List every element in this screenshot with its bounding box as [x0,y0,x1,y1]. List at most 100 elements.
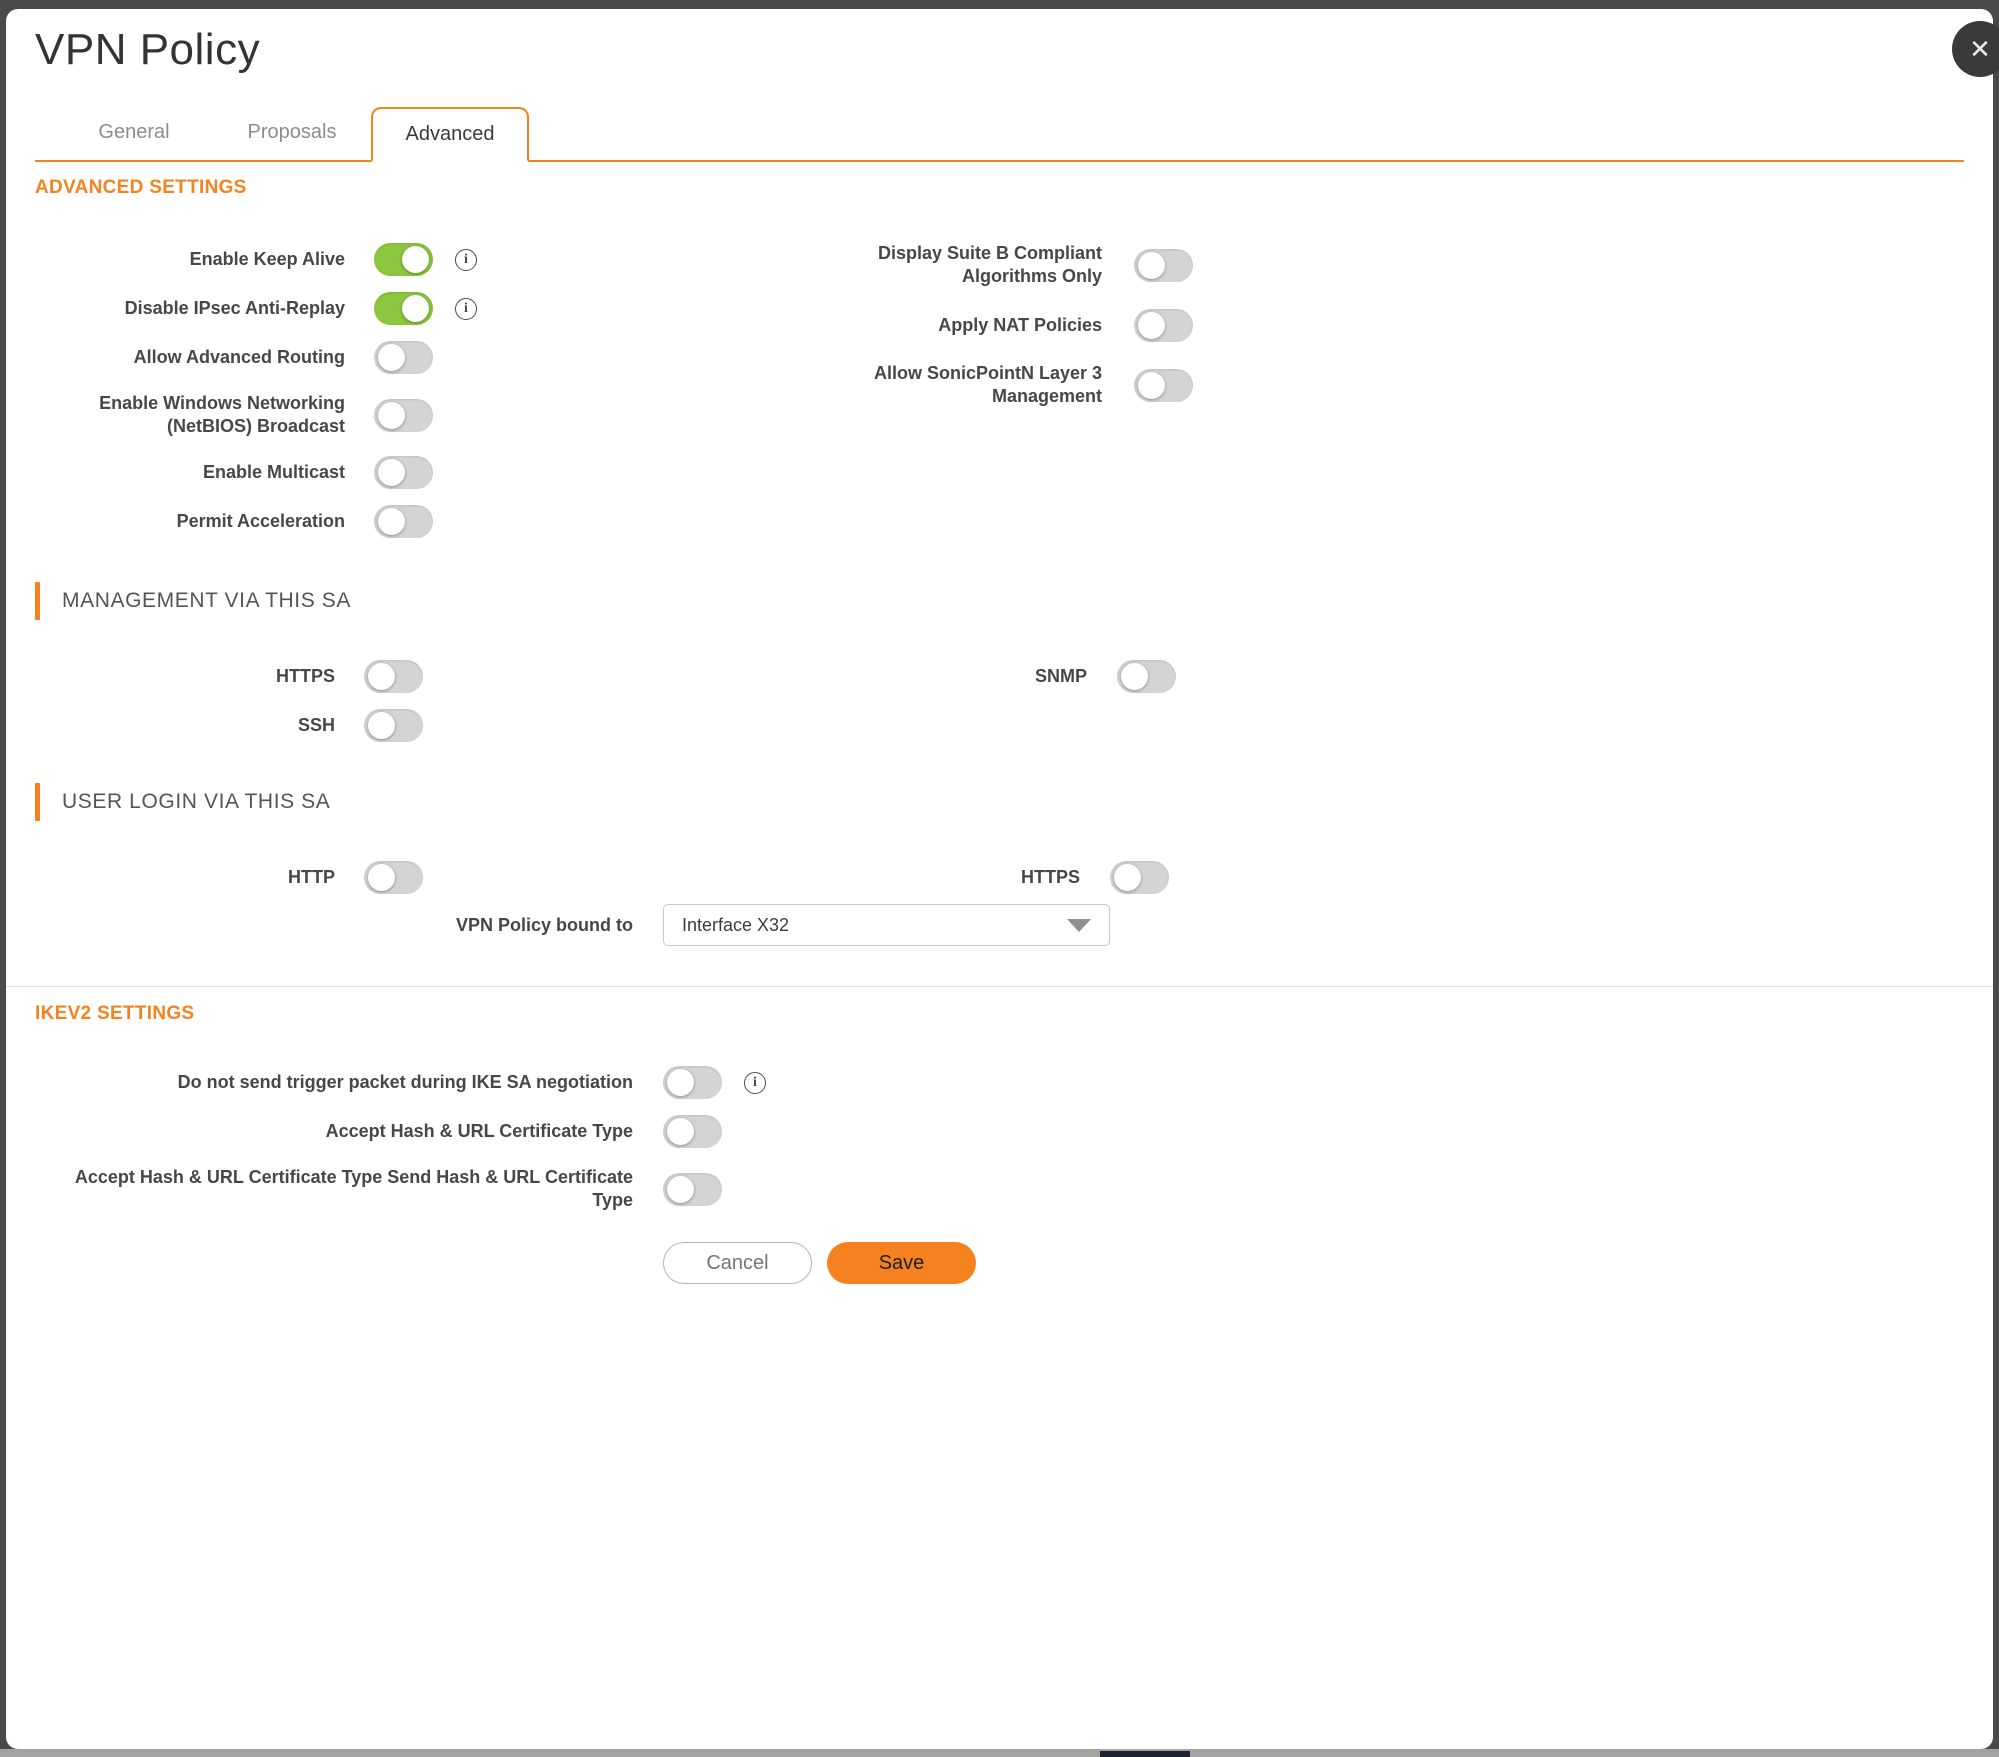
toggle-knob [378,401,405,429]
info-icon[interactable] [455,248,477,271]
toggle-knob [1121,663,1148,690]
info-icon[interactable] [455,297,477,320]
tab-proposals[interactable]: Proposals [247,121,337,143]
toggle-knob [402,295,429,322]
toggle-label: Display Suite B Compliant Algorithms Onl… [877,243,1102,286]
close-icon: ✕ [1969,33,1991,64]
toggle-label: Apply NAT Policies [938,314,1102,335]
section-title: MANAGEMENT VIA THIS SA [62,589,351,612]
toggle-label: Accept Hash & URL Certificate Type Send … [74,1167,633,1210]
toggle-knob [1114,864,1141,891]
advanced-settings-right-column: Display Suite B Compliant Algorithms Onl… [852,235,1193,415]
permit-acceleration-toggle[interactable] [374,505,433,538]
user-login-left-column: HTTP [35,853,1964,902]
toggle-label: Do not send trigger packet during IKE SA… [177,1072,633,1092]
cancel-button[interactable]: Cancel [663,1242,812,1284]
accept-hash-url-cert-toggle[interactable] [663,1115,722,1148]
setting-row: Permit Acceleration [35,497,1964,546]
toggle-label: Enable Keep Alive [189,249,345,269]
toggle-knob [667,1175,694,1203]
toggle-knob [1138,371,1165,399]
toggle-knob [368,864,395,891]
setting-row: Display Suite B Compliant Algorithms Onl… [852,235,1193,295]
close-button[interactable]: ✕ [1952,21,1999,77]
setting-row: SNMP [932,652,1176,701]
setting-row: Enable Keep Alive [35,235,1964,284]
netbios-broadcast-toggle[interactable] [374,398,433,432]
toggle-label: Enable Windows Networking (NetBIOS) Broa… [99,393,345,436]
management-sa-heading: MANAGEMENT VIA THIS SA [35,582,1964,620]
apply-nat-policies-toggle[interactable] [1134,308,1193,342]
background-page-fragment [1100,1751,1190,1757]
management-snmp-toggle[interactable] [1117,660,1176,693]
management-https-toggle[interactable] [364,660,423,693]
disable-ipsec-anti-replay-toggle[interactable] [374,292,433,325]
user-login-sa-heading: USER LOGIN VIA THIS SA [35,783,1964,821]
save-button[interactable]: Save [827,1242,976,1284]
sonicpointn-l3-management-toggle[interactable] [1134,368,1193,402]
toggle-knob [368,712,395,739]
section-title: USER LOGIN VIA THIS SA [62,790,331,813]
setting-row: Enable Multicast [35,448,1964,497]
accept-send-hash-url-cert-toggle[interactable] [663,1172,722,1206]
setting-row: Accept Hash & URL Certificate Type Send … [35,1156,1964,1222]
toggle-label: Accept Hash & URL Certificate Type [325,1121,633,1141]
toggle-label: Enable Multicast [202,462,345,482]
toggle-knob [1138,311,1165,339]
background-page-edge [0,1749,1999,1757]
section-divider [6,986,1993,987]
management-right-column: SNMP [932,652,1176,701]
setting-row: HTTP [35,853,1964,902]
setting-row: Disable IPsec Anti-Replay [35,284,1964,333]
ikev2-settings-heading: IKEV2 SETTINGS [35,1003,195,1024]
user-login-https-toggle[interactable] [1110,861,1169,894]
chevron-down-icon [1067,918,1091,932]
vpn-policy-bound-to-select[interactable]: Interface X32 [663,904,1110,946]
enable-keep-alive-toggle[interactable] [374,243,433,276]
toggle-knob [667,1118,694,1145]
toggle-label: HTTPS [275,666,335,686]
toggle-label: Permit Acceleration [176,511,345,531]
setting-row: Accept Hash & URL Certificate Type [35,1107,1964,1156]
toggle-knob [1138,251,1165,279]
enable-multicast-toggle[interactable] [374,456,433,489]
tab-advanced[interactable]: Advanced [371,107,529,162]
management-sa-section: HTTPS SSH SNMP [35,652,1964,750]
vpn-policy-dialog: VPN Policy General Proposals Advanced AD… [6,9,1993,1749]
toggle-label: SNMP [1034,666,1087,686]
toggle-knob [378,344,405,371]
toggle-knob [378,459,405,486]
user-login-sa-section: HTTP HTTPS [35,853,1964,902]
no-trigger-packet-toggle[interactable] [663,1066,722,1099]
setting-row: Enable Windows Networking (NetBIOS) Broa… [35,382,1964,448]
setting-row: HTTPS [930,853,1169,902]
tab-general[interactable]: General [98,121,170,143]
vpn-policy-bound-row: VPN Policy bound to Interface X32 [35,904,1964,946]
section-accent-bar [35,582,40,620]
toggle-knob [378,508,405,535]
toggle-label: Allow Advanced Routing [133,347,345,367]
select-value: Interface X32 [682,914,790,935]
setting-row: Allow Advanced Routing [35,333,1964,382]
section-accent-bar [35,783,40,821]
bound-to-label: VPN Policy bound to [455,914,633,935]
toggle-label: Disable IPsec Anti-Replay [124,298,345,318]
tab-bar: General Proposals Advanced [35,105,1964,162]
dialog-title: VPN Policy [35,25,261,74]
advanced-settings-left-column: Enable Keep Alive Disable IPsec Anti-Rep… [35,235,1964,546]
management-ssh-toggle[interactable] [364,709,423,742]
allow-advanced-routing-toggle[interactable] [374,341,433,374]
suite-b-algorithms-toggle[interactable] [1134,248,1193,282]
user-login-http-toggle[interactable] [364,861,423,894]
dialog-footer: Cancel Save [35,1242,1964,1284]
toggle-knob [667,1069,694,1096]
setting-row: Allow SonicPointN Layer 3 Management [852,355,1193,415]
toggle-label: HTTPS [1020,867,1080,887]
management-left-column: HTTPS SSH [35,652,1964,750]
user-login-right-column: HTTPS [930,853,1169,902]
info-icon[interactable] [744,1071,766,1094]
ikev2-settings-section: Do not send trigger packet during IKE SA… [35,1058,1964,1222]
toggle-knob [402,246,429,273]
advanced-settings-heading: ADVANCED SETTINGS [35,177,247,198]
